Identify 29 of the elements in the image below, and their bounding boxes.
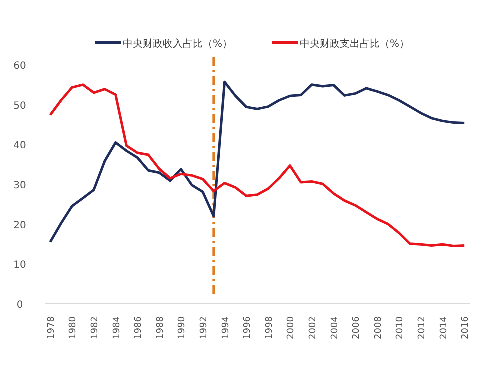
x-tick-label: 2002: [308, 316, 318, 340]
x-tick-label: 2008: [374, 316, 384, 340]
x-tick-label: 2016: [461, 316, 472, 340]
y-tick-label: 60: [14, 61, 26, 72]
x-tick-label: 1990: [178, 316, 188, 340]
x-tick-label: 1978: [46, 316, 57, 340]
x-tick-label: 2010: [396, 316, 406, 340]
x-tick-label: 2012: [417, 316, 428, 340]
y-tick-label: 20: [14, 220, 26, 232]
x-tick-label: 1986: [134, 316, 144, 340]
y-tick-label: 0: [16, 300, 24, 311]
y-tick-label: 30: [14, 180, 26, 192]
x-tick-label: 1982: [90, 316, 101, 340]
y-tick-label: 40: [14, 140, 26, 152]
legend-label: 中央财政支出占比（%）: [300, 38, 410, 50]
x-tick-label: 1992: [200, 316, 210, 340]
x-tick-label: 2000: [286, 316, 297, 340]
x-tick-label: 1988: [156, 316, 166, 340]
x-tick-label: 2006: [352, 316, 362, 340]
x-tick-label: 2014: [439, 316, 450, 340]
x-tick-label: 1994: [221, 316, 232, 340]
x-tick-label: 1984: [112, 316, 122, 340]
y-tick-label: 50: [14, 100, 26, 112]
y-tick-label: 10: [14, 260, 26, 272]
x-tick-label: 1996: [243, 316, 254, 340]
legend-label: 中央财政收入占比（%）: [123, 38, 233, 50]
x-tick-label: 1998: [264, 316, 275, 340]
x-tick-label: 2004: [330, 316, 340, 340]
x-tick-label: 1980: [68, 316, 79, 340]
